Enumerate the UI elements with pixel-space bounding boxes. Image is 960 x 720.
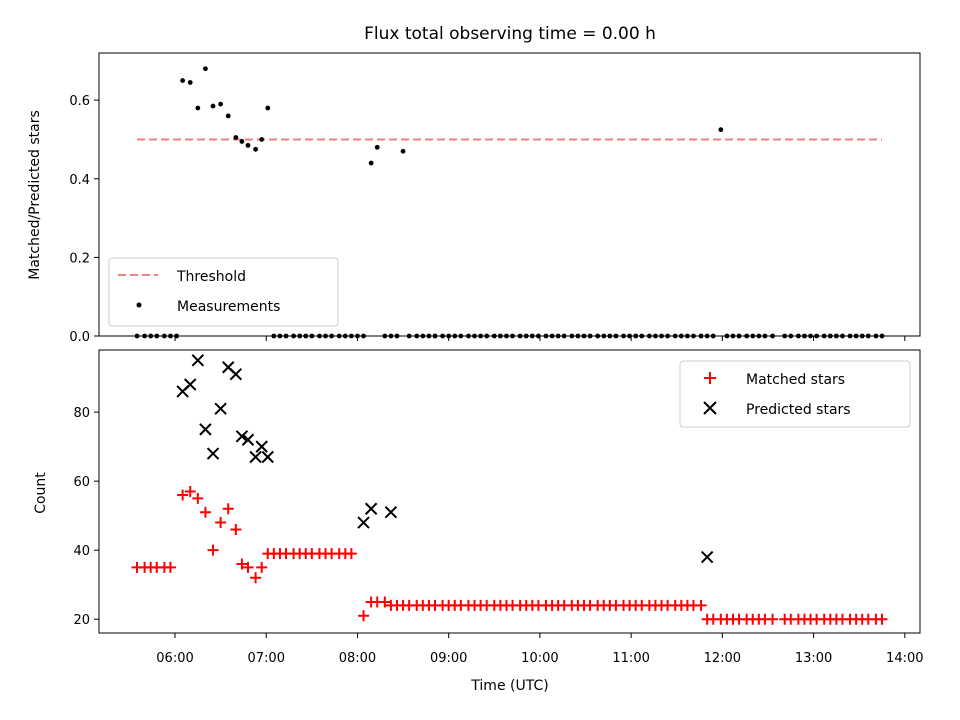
measurement-point <box>245 142 251 148</box>
bottom-x-tick-label: 10:00 <box>521 651 558 666</box>
measurement-point <box>210 103 216 109</box>
bottom-plot-area <box>131 354 888 625</box>
measurement-point <box>187 80 193 85</box>
matched-star-point <box>192 492 204 504</box>
bottom-y-axis: 20 40 60 80 <box>73 406 99 628</box>
bottom-x-tick-label: 08:00 <box>339 651 376 666</box>
matched-star-point <box>215 517 227 529</box>
matched-star-point <box>230 523 242 535</box>
measurement-point <box>239 139 245 144</box>
matched-star-point <box>345 548 357 560</box>
bottom-x-tick-label: 14:00 <box>886 651 923 666</box>
predicted-star-point <box>384 505 398 519</box>
legend-matched-swatch <box>704 372 716 384</box>
predicted-star-point <box>249 450 262 464</box>
predicted-star-point <box>255 440 268 453</box>
matched-star-point <box>236 558 248 570</box>
top-plot-frame <box>98 52 921 337</box>
bottom-x-tick-label: 13:00 <box>795 651 832 666</box>
bottom-legend-box <box>679 360 911 428</box>
legend-threshold-label: Threshold <box>176 269 246 285</box>
measurement-point <box>218 101 224 107</box>
predicted-star-point <box>191 354 205 367</box>
measurement-point <box>225 113 231 119</box>
bottom-y-tick-label: 40 <box>73 544 90 559</box>
predicted-star-point <box>184 378 197 391</box>
matched-star-point <box>199 506 211 518</box>
bottom-x-tick-label: 06:00 <box>156 651 193 666</box>
predicted-star-point <box>214 402 227 415</box>
measurement-point <box>259 137 265 142</box>
legend-measurements-label: Measurements <box>177 299 280 315</box>
measurement-point <box>368 160 374 166</box>
predicted-star-point <box>235 430 249 443</box>
matched-star-point <box>767 613 779 625</box>
bottom-legend: Matched stars Predicted stars <box>679 360 911 428</box>
predicted-star-point <box>199 423 212 436</box>
predicted-star-point <box>700 550 714 564</box>
measurement-point <box>265 105 271 111</box>
legend-predicted-label: Predicted stars <box>746 402 851 418</box>
legend-matched-label: Matched stars <box>746 372 845 388</box>
measurement-point <box>253 146 258 152</box>
top-legend-box <box>108 257 339 327</box>
bottom-y-axis-label: Count <box>33 472 49 514</box>
bottom-x-tick-label: 12:00 <box>704 651 741 666</box>
matched-star-point <box>695 599 707 611</box>
matched-star-point <box>207 544 219 556</box>
top-legend: Threshold Measurements <box>108 257 339 327</box>
bottom-panel: Count Time (UTC) 20 40 60 80 06:00 07:00 08:0… <box>33 349 924 694</box>
chart-title: Flux total observing time = 0.00 h <box>364 24 656 44</box>
measurement-point <box>400 148 406 154</box>
measurement-point <box>203 66 208 72</box>
top-y-axis: 0.0 0.2 0.4 0.6 <box>69 94 99 345</box>
predicted-star-point <box>241 433 255 446</box>
matched-star-point <box>876 613 888 625</box>
measurement-point <box>180 78 186 83</box>
matched-star-point <box>177 489 189 501</box>
legend-predicted-swatch <box>703 401 717 415</box>
top-y-tick-label: 0.2 <box>69 251 90 266</box>
bottom-x-tick-label: 11:00 <box>612 651 649 666</box>
bottom-y-tick-label: 20 <box>73 613 90 628</box>
measurement-point <box>195 105 201 111</box>
matched-star-point <box>379 596 391 608</box>
top-y-tick-label: 0.4 <box>69 173 90 188</box>
measurement-point <box>233 135 239 140</box>
measurement-point <box>374 144 380 150</box>
measurement-point <box>718 127 724 133</box>
top-panel: Flux total observing time = 0.00 h Match… <box>27 24 921 345</box>
bottom-x-axis-label: Time (UTC) <box>470 678 548 694</box>
bottom-y-tick-label: 80 <box>73 406 90 421</box>
predicted-star-point <box>364 502 378 515</box>
matched-star-point <box>256 561 268 573</box>
bottom-x-tick-label: 09:00 <box>430 651 467 666</box>
top-y-axis-label: Matched/Predicted stars <box>27 110 43 280</box>
predicted-star-point <box>229 367 243 381</box>
predicted-star-point <box>206 447 220 460</box>
top-x-axis <box>174 336 906 341</box>
bottom-x-axis: 06:00 07:00 08:00 09:00 10:00 11:00 12:00 13:00… <box>156 633 924 666</box>
matched-star-point <box>184 486 196 497</box>
matched-star-point <box>242 561 254 573</box>
matched-star-point <box>250 572 262 584</box>
matched-star-point <box>164 561 176 573</box>
top-y-tick-label: 0.6 <box>69 94 90 109</box>
bottom-y-tick-label: 60 <box>73 475 90 490</box>
matched-star-point <box>222 503 234 515</box>
matched-star-point <box>358 610 370 622</box>
predicted-star-point <box>357 516 370 529</box>
bottom-plot-frame <box>98 349 921 634</box>
predicted-star-point <box>261 450 274 464</box>
bottom-x-tick-label: 07:00 <box>248 651 285 666</box>
legend-measurements-swatch <box>136 302 142 308</box>
top-y-tick-label: 0.0 <box>69 330 90 345</box>
